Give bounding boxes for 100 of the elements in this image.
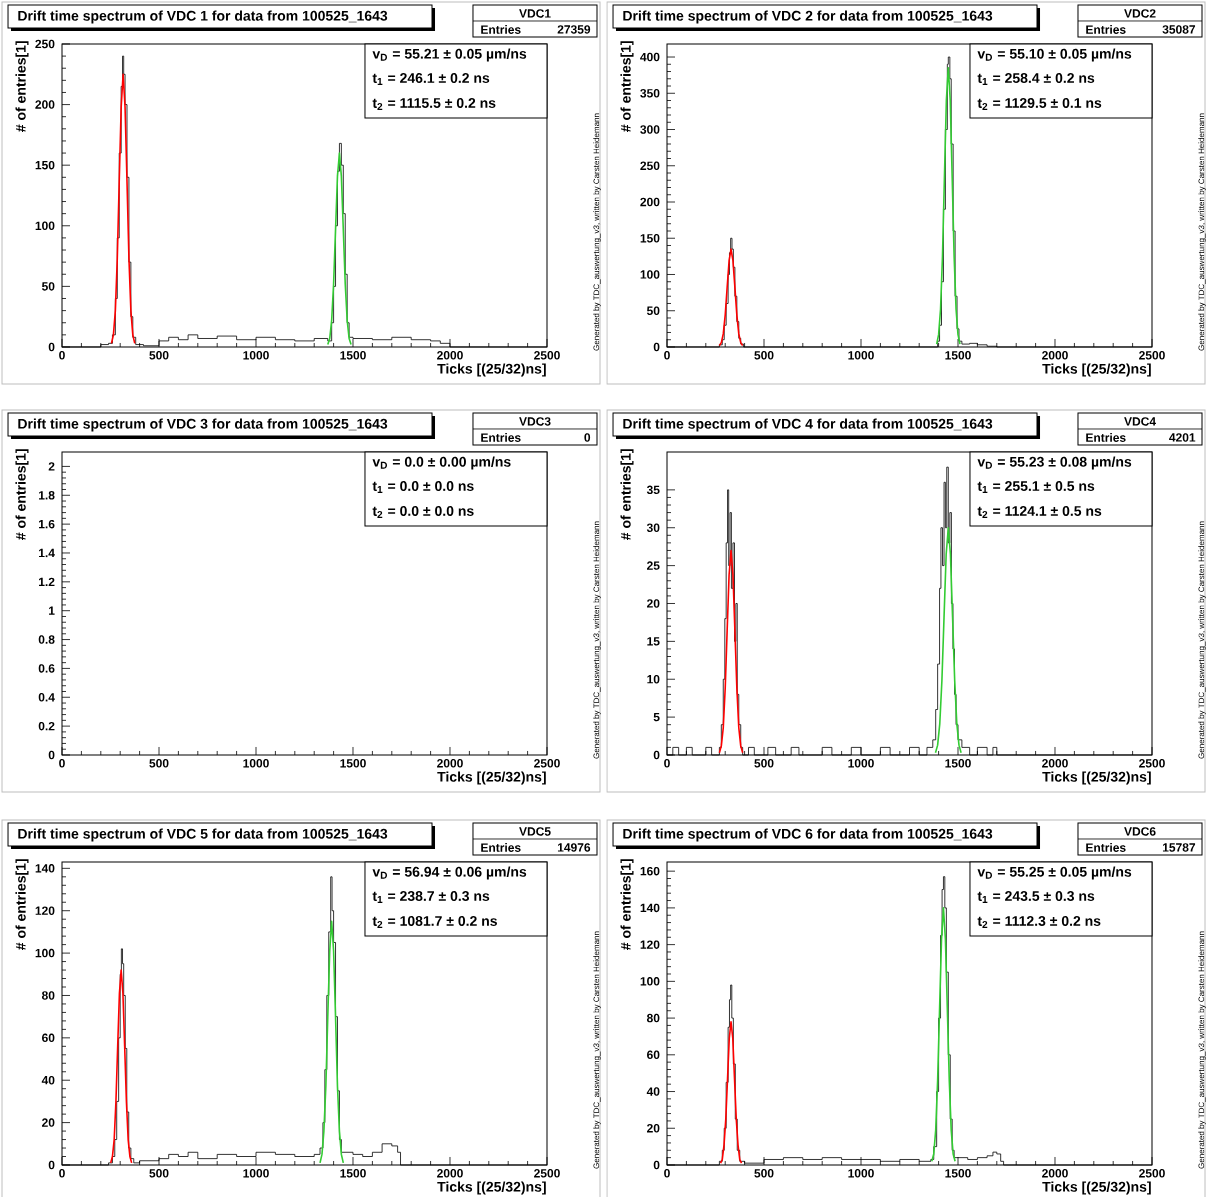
y-tick-label: 1.4 xyxy=(39,548,55,558)
x-tick-label: 1500 xyxy=(945,351,971,360)
x-tick-label: 0 xyxy=(59,1169,65,1178)
chart-title: Drift time spectrum of VDC 3 for data from 100525_1643 xyxy=(18,418,388,432)
x-tick-label: 1500 xyxy=(340,759,366,768)
annotation: t$_{1}$ = 243.5 ± 0.3 ns xyxy=(977,891,1095,903)
x-axis-title: Ticks [(25/32)ns] xyxy=(437,363,546,377)
chart-title: Drift time spectrum of VDC 4 for data from 100525_1643 xyxy=(623,418,993,432)
text: Entries xyxy=(481,433,521,442)
x-tick-label: 2500 xyxy=(1139,1169,1165,1178)
annotation: t$_{2}$ = 1124.1 ± 0.5 ns xyxy=(977,506,1102,518)
x-tick-label: 2000 xyxy=(437,759,463,768)
y-tick-label: 150 xyxy=(35,160,55,170)
y-tick-label: 100 xyxy=(640,270,660,279)
annotation: v$_{D}$ = 55.25 ± 0.05 µm/ns xyxy=(977,866,1132,880)
x-tick-label: 2000 xyxy=(1042,759,1068,768)
x-axis-title: Ticks [(25/32)ns] xyxy=(1042,363,1151,377)
x-tick-label: 1000 xyxy=(848,759,874,768)
y-tick-label: 0 xyxy=(48,1160,55,1170)
line-series xyxy=(718,549,744,754)
y-tick-label: 35 xyxy=(646,485,660,495)
y-tick-label: 150 xyxy=(640,234,660,243)
y-tick-label: 80 xyxy=(41,991,55,1000)
text: Entries xyxy=(481,843,521,852)
annotation: t$_{1}$ = 246.1 ± 0.2 ns xyxy=(372,73,490,85)
y-tick-label: 200 xyxy=(35,100,55,109)
text: VDC1 xyxy=(519,9,551,18)
line-series xyxy=(934,526,962,754)
y-axis-title: # of entries[1] xyxy=(15,449,29,540)
x-tick-label: 2000 xyxy=(437,1169,463,1178)
y-tick-label: 0.2 xyxy=(38,721,55,731)
y-axis-title: # of entries[1] xyxy=(15,859,29,950)
y-tick-label: 50 xyxy=(646,306,660,315)
y-tick-label: 40 xyxy=(646,1087,660,1096)
line-series xyxy=(326,152,352,346)
annotation: t$_{1}$ = 255.1 ± 0.5 ns xyxy=(977,481,1095,493)
text: Generated by TDC_auswertung_v3, written by Carsten Heidemann xyxy=(1198,931,1206,1169)
annotation: t$_{1}$ = 238.7 ± 0.3 ns xyxy=(372,891,490,903)
y-axis-title: # of entries[1] xyxy=(15,41,29,132)
y-tick-label: 50 xyxy=(41,282,55,291)
x-tick-label: 1500 xyxy=(340,1169,366,1178)
annotation: t$_{2}$ = 1115.5 ± 0.2 ns xyxy=(372,98,496,110)
y-tick-label: 20 xyxy=(647,599,660,608)
line-series xyxy=(319,920,345,1164)
text: 35087 xyxy=(1162,25,1196,34)
x-tick-label: 1000 xyxy=(243,1169,269,1178)
x-axis-title: Ticks [(25/32)ns] xyxy=(437,771,546,785)
x-axis-title: Ticks [(25/32)ns] xyxy=(1042,1181,1151,1195)
y-tick-label: 0.4 xyxy=(38,693,55,702)
annotation: v$_{D}$ = 55.23 ± 0.08 µm/ns xyxy=(977,456,1132,470)
x-tick-label: 2500 xyxy=(1139,351,1165,360)
x-tick-label: 1000 xyxy=(848,1169,874,1178)
y-tick-label: 40 xyxy=(41,1075,55,1085)
y-tick-label: 350 xyxy=(640,89,660,98)
annotation: v$_{D}$ = 56.94 ± 0.06 µm/ns xyxy=(372,866,527,880)
line-series xyxy=(719,1020,743,1164)
text: VDC5 xyxy=(519,827,551,836)
chart-title: Drift time spectrum of VDC 2 for data from 100525_1643 xyxy=(623,10,993,24)
y-tick-label: 1 xyxy=(49,606,55,615)
x-tick-label: 1500 xyxy=(945,1169,971,1178)
y-tick-label: 1.6 xyxy=(39,519,55,529)
x-tick-label: 500 xyxy=(149,1169,169,1178)
x-tick-label: 2500 xyxy=(534,1169,560,1178)
x-tick-label: 2000 xyxy=(1042,1169,1068,1178)
annotation: t$_{1}$ = 0.0 ± 0.0 ns xyxy=(372,481,474,493)
y-tick-label: 120 xyxy=(640,940,660,949)
x-tick-label: 0 xyxy=(59,351,65,360)
y-tick-label: 0 xyxy=(48,342,55,352)
x-tick-label: 0 xyxy=(664,1169,670,1178)
y-tick-label: 160 xyxy=(640,866,660,876)
x-tick-label: 500 xyxy=(754,759,774,768)
y-tick-label: 15 xyxy=(647,637,660,646)
x-tick-label: 0 xyxy=(664,351,670,360)
y-tick-label: 0 xyxy=(653,1160,660,1170)
x-tick-label: 0 xyxy=(59,759,65,768)
y-tick-label: 25 xyxy=(647,561,660,570)
text: 0 xyxy=(584,433,591,442)
y-tick-label: 100 xyxy=(35,221,55,231)
annotation: v$_{D}$ = 55.10 ± 0.05 µm/ns xyxy=(977,48,1132,62)
line-series xyxy=(110,73,136,345)
annotation: t$_{1}$ = 258.4 ± 0.2 ns xyxy=(977,73,1095,85)
text: VDC4 xyxy=(1124,417,1156,426)
x-tick-label: 500 xyxy=(754,351,774,360)
text: Entries xyxy=(481,25,521,34)
y-tick-label: 20 xyxy=(647,1124,660,1133)
y-tick-label: 0 xyxy=(653,342,660,352)
annotation: t$_{2}$ = 1112.3 ± 0.2 ns xyxy=(977,916,1101,928)
text: Entries xyxy=(1086,433,1126,442)
y-tick-label: 200 xyxy=(640,197,660,207)
y-tick-label: 0.8 xyxy=(38,635,55,644)
x-tick-label: 2500 xyxy=(1139,759,1165,768)
x-tick-label: 1500 xyxy=(945,759,971,768)
y-tick-label: 60 xyxy=(42,1033,55,1043)
x-tick-label: 0 xyxy=(664,759,670,768)
text: Generated by TDC_auswertung_v3, written by Carsten Heidemann xyxy=(593,113,601,351)
y-tick-label: 0.6 xyxy=(38,664,55,673)
x-tick-label: 500 xyxy=(149,759,169,768)
y-tick-label: 30 xyxy=(646,523,660,532)
annotation: t$_{2}$ = 1081.7 ± 0.2 ns xyxy=(372,916,497,928)
x-tick-label: 2500 xyxy=(534,351,560,360)
